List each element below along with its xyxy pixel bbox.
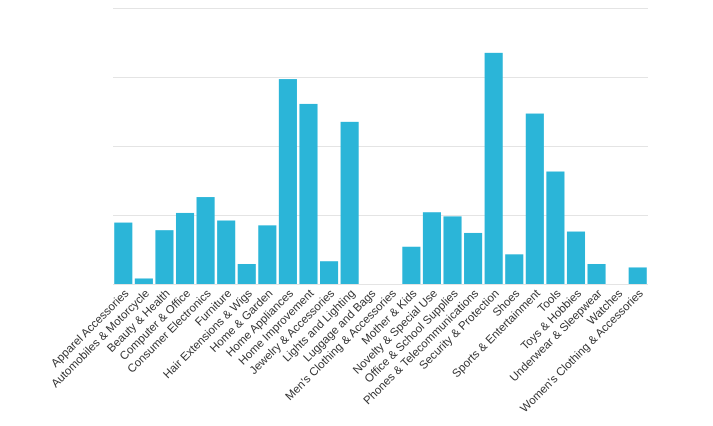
- bar: [196, 197, 215, 284]
- bar: [340, 121, 359, 284]
- bar: [464, 232, 483, 284]
- bar: [114, 222, 133, 284]
- bar: [422, 212, 441, 284]
- bars: [114, 52, 647, 284]
- bar: [278, 79, 297, 284]
- bar: [320, 261, 339, 284]
- bar: [402, 246, 421, 284]
- bar: [443, 216, 462, 284]
- bar: [587, 263, 606, 284]
- bar: [566, 231, 586, 284]
- bar: [505, 254, 524, 284]
- bar: [484, 52, 503, 284]
- bar: [525, 113, 544, 284]
- bar: [546, 171, 565, 284]
- bar: [258, 225, 277, 284]
- bar: [217, 220, 236, 284]
- bar: [155, 230, 174, 284]
- bar: [299, 103, 318, 284]
- bar: [175, 212, 195, 284]
- bar: [237, 263, 256, 284]
- bar: [134, 278, 153, 284]
- bar: [628, 267, 647, 284]
